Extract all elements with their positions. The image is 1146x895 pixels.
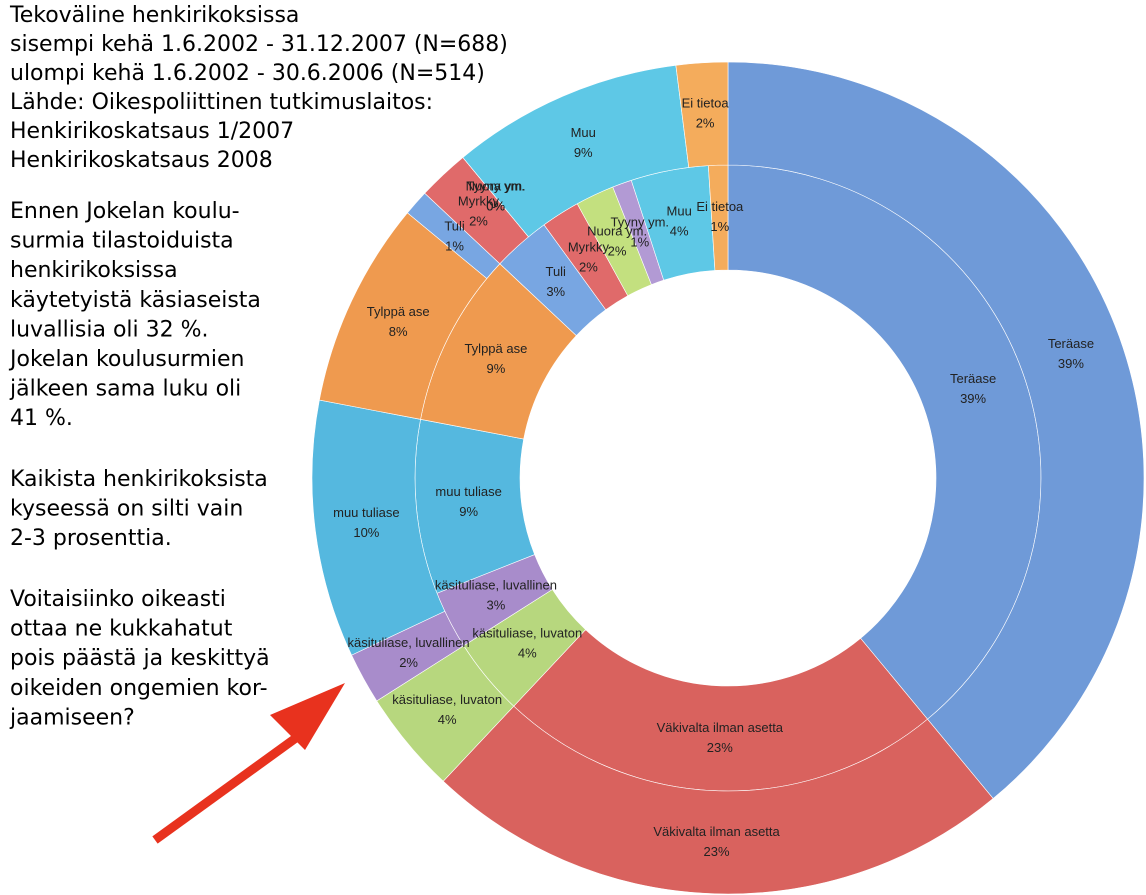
annotation-line: 2-3 prosenttia.	[10, 526, 172, 551]
slice-category-label: Tylppä ase	[464, 341, 527, 356]
slice-value-label: 9%	[574, 145, 593, 160]
arrow	[152, 683, 345, 844]
annotation-line: jälkeen sama luku oli	[9, 377, 241, 402]
slice-category-label: Ei tietoa	[682, 96, 730, 111]
slice-value-label: 39%	[1058, 356, 1084, 371]
arrow-shaft	[152, 731, 303, 844]
slice-category-label: muu tuliase	[435, 484, 501, 499]
annotation-line: Ennen Jokelan koulu-	[10, 199, 240, 224]
slice-value-label: 4%	[438, 712, 457, 727]
slice-category-label: muu tuliase	[333, 505, 399, 520]
texts: Tekoväline henkirikoksissa sisempi kehä 1…	[8, 3, 508, 730]
arrow-head	[270, 683, 345, 750]
slice-category-label: Ei tietoa	[696, 199, 744, 214]
slice-category-label: Tuli	[545, 264, 566, 279]
annotation-line: käytetyistä käsiaseista	[10, 288, 261, 313]
title-line: Henkirikoskatsaus 2008	[10, 148, 273, 173]
labels: Teräase 39% Väkivalta ilman asetta 23% käsit…	[333, 96, 1094, 859]
annotation-line: pois päästä ja keskittyä	[10, 646, 270, 671]
slice-value-label: 23%	[704, 844, 730, 859]
slice-category-label: käsituliase, luvallinen	[348, 635, 470, 650]
rings	[311, 61, 1145, 895]
slice-category-label: käsituliase, luvaton	[472, 625, 582, 640]
slice-category-label: Muu	[571, 125, 596, 140]
slice-value-label: 23%	[707, 740, 733, 755]
slice	[727, 61, 1145, 799]
slice-value-label: 1%	[630, 234, 649, 249]
slice-category-label: Väkivalta ilman asetta	[657, 720, 784, 735]
slice-value-label: 9%	[459, 504, 478, 519]
annotation-line: luvallisia oli 32 %.	[10, 317, 209, 342]
slice-category-label: Nuora ym.	[466, 179, 526, 194]
annotation-line: Voitaisiinko oikeasti	[10, 587, 226, 612]
slice-value-label: 3%	[546, 284, 565, 299]
slice-value-label: 0%	[486, 199, 505, 214]
annotation-line: jaamiseen?	[9, 705, 135, 730]
slice-value-label: 2%	[579, 259, 598, 274]
slice-value-label: 4%	[670, 224, 689, 239]
slice-category-label: Väkivalta ilman asetta	[653, 824, 780, 839]
slice-value-label: 1%	[445, 238, 464, 253]
annotation-line: oikeiden ongemien kor-	[10, 676, 268, 701]
title-line: Henkirikoskatsaus 1/2007	[10, 119, 294, 144]
slice-category-label: käsituliase, luvallinen	[435, 578, 557, 593]
slice-category-label: Tyyny ym.	[611, 214, 670, 229]
annotation-line: Jokelan koulusurmien	[8, 347, 244, 372]
slice-value-label: 9%	[486, 361, 505, 376]
annotation-line: 41 %.	[10, 406, 73, 431]
slice-category-label: käsituliase, luvaton	[392, 692, 502, 707]
slice-category-label: Myrkky	[568, 239, 610, 254]
slice-category-label: Tuli	[444, 218, 465, 233]
annotation-line: Kaikista henkirikoksista	[10, 467, 268, 492]
slice-category-label: Muu	[667, 204, 692, 219]
slice-value-label: 39%	[960, 391, 986, 406]
slice-value-label: 2%	[608, 244, 627, 259]
slice-value-label: 4%	[518, 645, 537, 660]
slice-category-label: Nuora ym.	[587, 224, 647, 239]
annotation-line: kyseessä on silti vain	[10, 497, 243, 522]
slice-value-label: 2%	[399, 655, 418, 670]
title-line: sisempi kehä 1.6.2002 - 31.12.2007 (N=68…	[10, 32, 508, 57]
slice-value-label: 2%	[696, 116, 715, 131]
title-line: Tekoväline henkirikoksissa	[9, 3, 299, 28]
slice-value-label: 1%	[710, 219, 729, 234]
slice-category-label: Tylppä ase	[367, 304, 430, 319]
annotation-line: surmia tilastoiduista	[10, 229, 234, 254]
slice-value-label: 0%	[486, 199, 505, 214]
slice-category-label: Teräase	[1048, 336, 1094, 351]
slice-category-label: Myrkky	[458, 194, 500, 209]
slice-value-label: 3%	[486, 598, 505, 613]
annotation-line: henkirikoksissa	[10, 258, 178, 283]
slice-value-label: 8%	[389, 324, 408, 339]
annotation-line: ottaa ne kukkahatut	[10, 617, 233, 642]
slice-value-label: 2%	[469, 214, 488, 229]
slice-category-label: Teräase	[950, 371, 996, 386]
slice	[442, 705, 994, 895]
title-line: ulompi kehä 1.6.2002 - 30.6.2006 (N=514)	[10, 61, 485, 86]
slice	[675, 61, 729, 168]
title-line: Lähde: Oikespoliittinen tutkimuslaitos:	[10, 90, 433, 115]
slice-value-label: 10%	[353, 525, 379, 540]
slice-category-label: Tyyny ym.	[466, 179, 525, 194]
